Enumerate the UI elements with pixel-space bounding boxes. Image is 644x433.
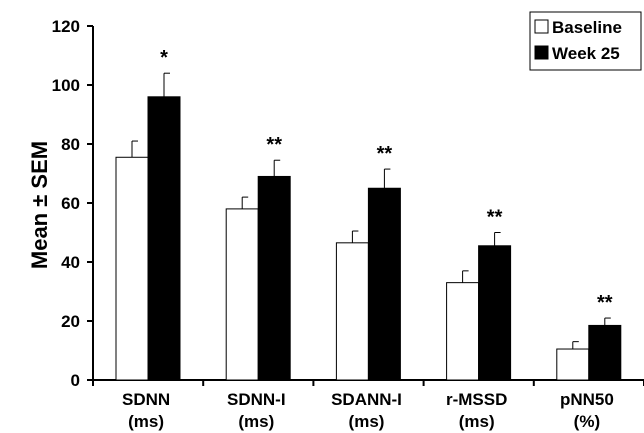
bar-baseline	[115, 156, 149, 381]
x-tick-label: (ms)	[349, 412, 385, 431]
bar-baseline	[225, 208, 259, 381]
bar-week-25	[478, 245, 512, 381]
y-tick-label: 20	[61, 312, 80, 331]
y-axis-label: Mean ± SEM	[27, 141, 52, 269]
x-tick-label: SDANN-I	[331, 390, 402, 409]
x-tick-label: pNN50	[560, 390, 614, 409]
bar-baseline	[335, 242, 369, 381]
significance-label: **	[266, 134, 282, 156]
legend-swatch	[534, 19, 549, 34]
bar-week-25	[588, 324, 622, 381]
legend-box	[529, 11, 642, 71]
bar-baseline	[556, 348, 590, 381]
x-tick-label: (ms)	[128, 412, 164, 431]
x-tick-label: (%)	[574, 412, 600, 431]
x-tick-label: (ms)	[459, 412, 495, 431]
significance-label: *	[160, 47, 168, 69]
significance-label: **	[487, 207, 503, 229]
legend: Baseline Week 25	[529, 11, 642, 71]
y-tick-label: 120	[52, 17, 80, 36]
x-tick-label: (ms)	[238, 412, 274, 431]
legend-label: Baseline	[552, 18, 622, 37]
legend-swatch	[534, 45, 549, 60]
bar-week-25	[257, 175, 291, 381]
legend-label: Week 25	[552, 44, 620, 63]
significance-label: **	[597, 292, 613, 314]
y-tick-label: 40	[61, 253, 80, 272]
bar-baseline	[446, 282, 480, 381]
y-tick-label: 100	[52, 76, 80, 95]
x-tick-label: SDNN-I	[227, 390, 286, 409]
bar-week-25	[147, 96, 181, 381]
bar-week-25	[367, 187, 401, 381]
x-tick-label: SDNN	[122, 390, 170, 409]
x-tick-label: r-MSSD	[446, 390, 507, 409]
y-tick-label: 80	[61, 135, 80, 154]
y-tick-label: 0	[71, 371, 80, 390]
significance-label: **	[377, 143, 393, 165]
y-tick-label: 60	[61, 194, 80, 213]
